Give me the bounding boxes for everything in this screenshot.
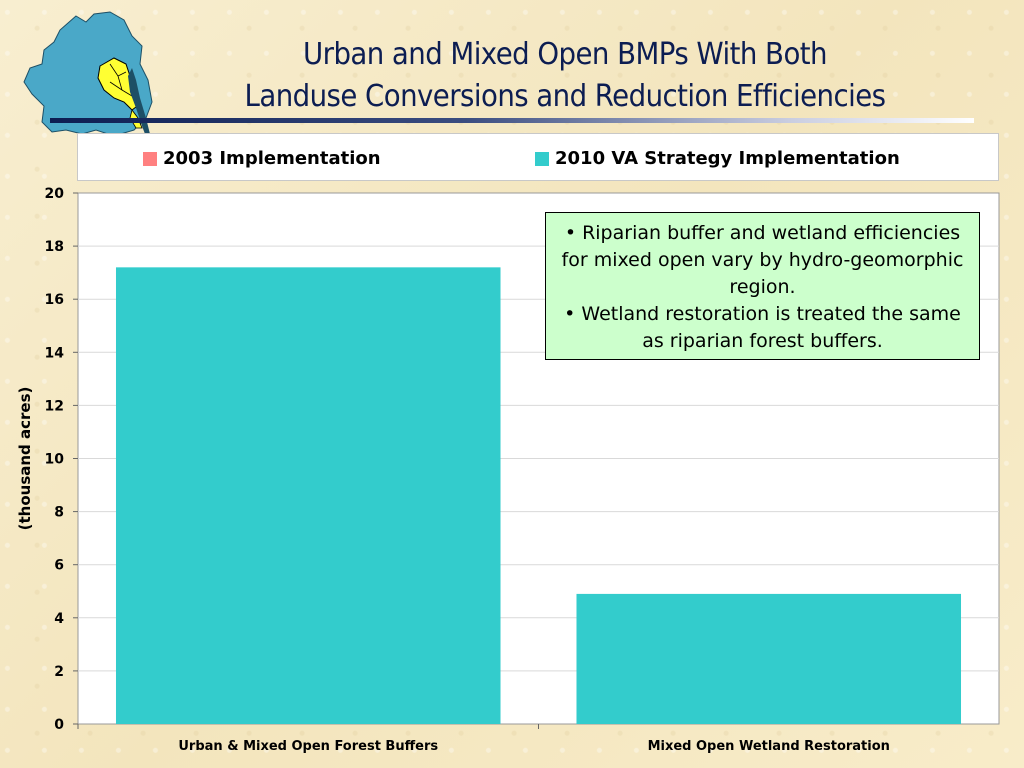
legend-item-2003: 2003 Implementation bbox=[143, 148, 381, 169]
watershed-map-icon bbox=[23, 11, 153, 137]
x-tick-label: Urban & Mixed Open Forest Buffers bbox=[178, 739, 438, 754]
annotation-line-1: • Riparian buffer and wetland efficienci… bbox=[561, 222, 964, 298]
title-underline bbox=[50, 118, 974, 123]
chart-annotation-box: • Riparian buffer and wetland efficienci… bbox=[545, 212, 980, 360]
chart-legend: 2003 Implementation 2010 VA Strategy Imp… bbox=[77, 133, 999, 181]
chesapeake-watershed-map-logo bbox=[23, 11, 154, 142]
y-tick-label: 18 bbox=[45, 239, 64, 255]
y-tick-label: 20 bbox=[45, 186, 65, 202]
legend-swatch-2010 bbox=[535, 151, 549, 166]
legend-label-2003: 2003 Implementation bbox=[163, 148, 381, 169]
title-line-1: Urban and Mixed Open BMPs With Both bbox=[303, 37, 828, 72]
title-line-2: Landuse Conversions and Reduction Effici… bbox=[244, 79, 886, 114]
page-title: Urban and Mixed Open BMPs With Both Land… bbox=[192, 34, 937, 118]
y-tick-label: 0 bbox=[54, 717, 64, 733]
y-tick-label: 16 bbox=[45, 292, 64, 308]
bar-2010-2 bbox=[576, 593, 962, 724]
y-axis-title: (thousand acres) bbox=[16, 387, 34, 531]
chesapeake-bay-shape bbox=[128, 68, 154, 142]
legend-label-2010: 2010 VA Strategy Implementation bbox=[555, 148, 900, 169]
y-tick-label: 12 bbox=[45, 398, 64, 414]
legend-item-2010: 2010 VA Strategy Implementation bbox=[535, 148, 900, 169]
y-tick-label: 6 bbox=[54, 558, 64, 574]
y-tick-label: 4 bbox=[54, 611, 64, 627]
annotation-line-2: • Wetland restoration is treated the sam… bbox=[564, 303, 961, 352]
y-tick-label: 14 bbox=[45, 345, 65, 361]
legend-swatch-2003 bbox=[143, 151, 157, 166]
x-tick-label: Mixed Open Wetland Restoration bbox=[648, 739, 890, 754]
y-tick-label: 8 bbox=[54, 505, 64, 521]
bar-2010-1 bbox=[115, 267, 501, 724]
y-tick-label: 10 bbox=[45, 452, 65, 468]
y-tick-label: 2 bbox=[54, 664, 64, 680]
